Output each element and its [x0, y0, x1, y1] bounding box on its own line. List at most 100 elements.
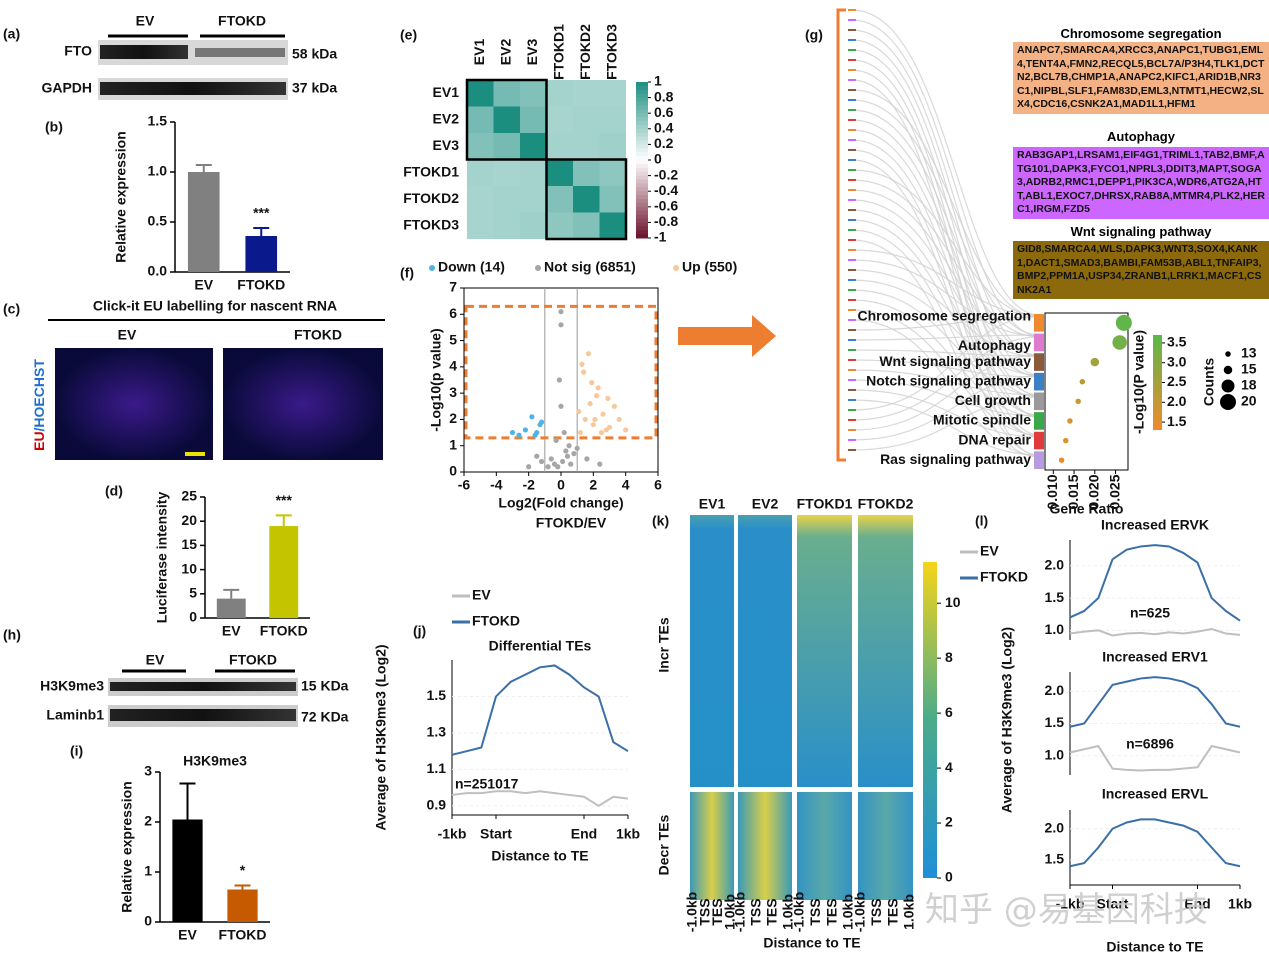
dot — [1115, 314, 1132, 331]
colorbar-label: -0.6 — [654, 198, 678, 214]
size-key — [1225, 351, 1231, 357]
gene-tick — [848, 19, 856, 21]
flow — [851, 129, 1041, 396]
heat-cell — [573, 212, 600, 239]
row-label: Decr TEs — [656, 814, 672, 875]
flow — [851, 19, 1041, 337]
colorbar-cell — [636, 117, 648, 122]
series-line — [1069, 544, 1241, 622]
point — [548, 456, 554, 462]
colorbar-cell — [636, 97, 648, 102]
legend-dot — [535, 265, 541, 271]
gene-tick — [848, 359, 856, 361]
colorbar-label: 0.6 — [654, 104, 674, 120]
point — [584, 456, 590, 462]
colorbar-label: 2.5 — [1167, 373, 1187, 389]
point — [595, 385, 601, 391]
flow — [851, 349, 1041, 357]
row-label: H3K9me3 — [40, 678, 104, 694]
chart-title: Increased ERVK — [1101, 517, 1209, 533]
x-tick-label: 1.0kb — [901, 894, 917, 930]
flow — [851, 9, 1041, 316]
bar — [172, 819, 203, 922]
y-tick-label: 15 — [181, 536, 197, 552]
x-axis-label: Log2(Fold change) — [498, 495, 623, 511]
x-tick-label: FTOKD — [237, 277, 285, 293]
colorbar-label: 2.0 — [1167, 393, 1187, 409]
gene-tick — [848, 239, 856, 241]
colorbar-label: 8 — [945, 649, 953, 665]
chart-title: Increased ERV1 — [1102, 649, 1208, 665]
size-label: 13 — [1241, 345, 1257, 361]
y-tick-label: 0.9 — [427, 797, 447, 813]
size-key — [1223, 365, 1233, 375]
imaging-title: Click-it EU labelling for nascent RNA — [93, 298, 337, 314]
colorbar-cell — [636, 144, 648, 149]
heat-cell — [493, 159, 520, 186]
group-label: EV — [118, 327, 137, 343]
point — [605, 395, 611, 401]
colorbar-cell — [636, 222, 648, 227]
bar — [227, 889, 258, 922]
point — [603, 427, 609, 433]
dot — [1075, 398, 1081, 405]
dot — [1079, 378, 1086, 385]
group-label: EV — [136, 13, 155, 29]
x-tick-label: 1kb — [1228, 896, 1252, 912]
x-tick-label: TSS — [868, 898, 884, 925]
size-label: 15 — [1241, 361, 1257, 377]
heat-cell — [467, 133, 494, 160]
y-tick-label: 1 — [449, 436, 457, 452]
gene-tick — [848, 429, 856, 431]
heat-cell — [467, 159, 494, 186]
point — [585, 351, 592, 357]
gene-set-box: ANAPC7,SMARCA4,XRCC3,ANAPC1,TUBG1,EML4,T… — [1013, 42, 1269, 114]
heatmap-block — [738, 515, 792, 787]
heat-cell — [520, 212, 547, 239]
flow — [851, 149, 1041, 438]
x-tick-label: End — [571, 826, 597, 842]
x-tick-label: TES — [884, 898, 900, 925]
row-label: Laminb1 — [46, 707, 104, 723]
gene-tick — [848, 29, 856, 31]
point — [539, 419, 545, 425]
colorbar-cell — [636, 214, 648, 219]
point — [522, 427, 529, 433]
y-tick-label: 0 — [449, 463, 457, 479]
group-box — [545, 158, 628, 241]
colorbar-cell — [636, 202, 648, 208]
legend-label: Down (14) — [438, 259, 505, 275]
gene-tick — [848, 109, 856, 111]
heatmap-block — [858, 515, 913, 787]
x-tick-label: TES — [823, 898, 839, 925]
heatmap-block — [690, 792, 734, 900]
heat-cell — [493, 186, 520, 213]
flow — [851, 369, 1041, 396]
x-tick-label: Start — [480, 826, 512, 842]
category-swatch — [1034, 451, 1044, 469]
heat-cell — [599, 212, 626, 239]
gene-tick — [848, 379, 856, 381]
colorbar-cell — [636, 136, 648, 141]
colorbar-cell — [636, 218, 648, 223]
colorbar-label: -0.4 — [654, 182, 678, 198]
size-label: 72 KDa — [301, 709, 349, 725]
gene-tick — [848, 89, 856, 91]
column-label: EV1 — [699, 496, 726, 512]
category-label: Ras signaling pathway — [880, 451, 1031, 467]
colorbar — [923, 562, 937, 878]
band — [100, 45, 188, 59]
annotation: n=625 — [1130, 605, 1170, 621]
category-label: Wnt signaling pathway — [879, 353, 1031, 369]
legend-label: EV — [980, 543, 999, 559]
annotation: n=6896 — [1126, 736, 1174, 752]
annotation: n=251017 — [455, 776, 519, 792]
group-label: FTOKD — [218, 13, 266, 29]
x-tick-label: EV — [178, 927, 197, 943]
x-tick-label: -1.0kb — [852, 892, 868, 932]
gene-set-box: GID8,SMARCA4,WLS,DAPK3,WNT3,SOX4,KANK1,D… — [1013, 241, 1269, 299]
flow — [851, 289, 1041, 397]
point — [553, 437, 559, 444]
y-tick-label: 1.5 — [427, 687, 447, 703]
point — [571, 451, 577, 457]
